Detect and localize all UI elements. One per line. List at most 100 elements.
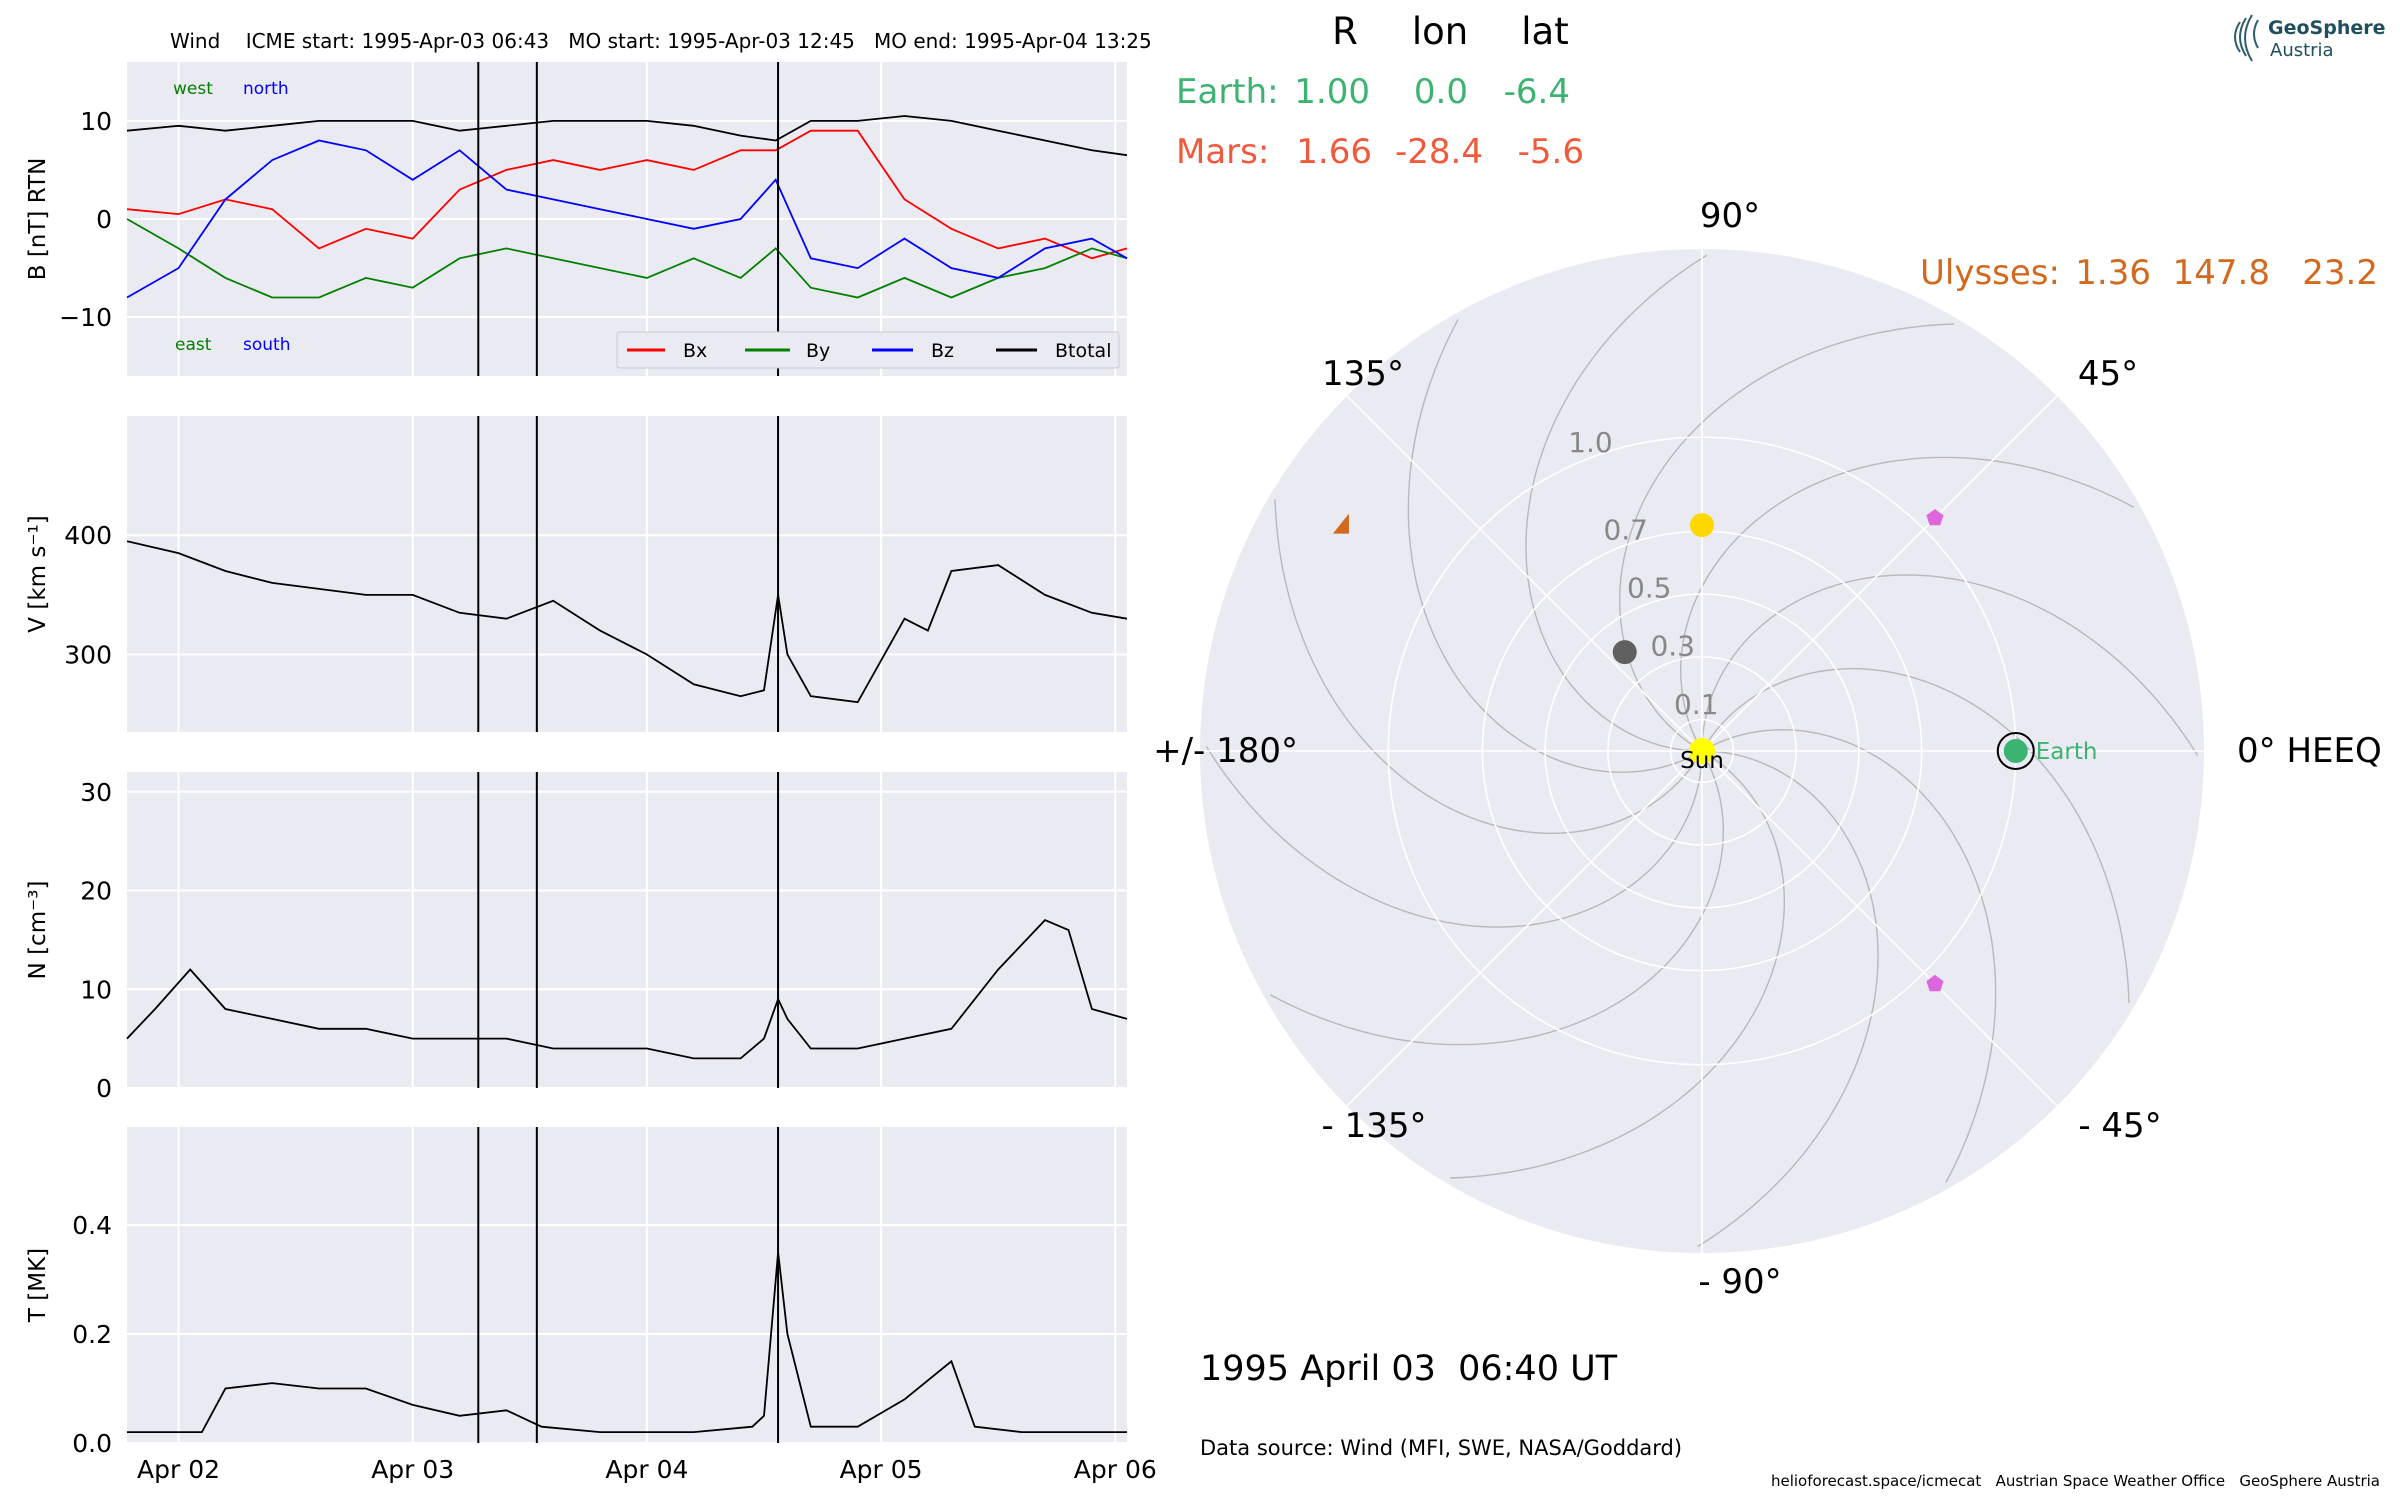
x-tick-label: Apr 03 xyxy=(371,1455,454,1484)
annotation-south: south xyxy=(243,335,290,355)
polar-radial-line xyxy=(1346,395,1703,752)
parker-spiral xyxy=(1407,319,1703,774)
parker-spiral xyxy=(1270,750,1725,1046)
plot-header: Wind ICME start: 1995-Apr-03 06:43 MO st… xyxy=(170,29,1152,53)
y-ticks: 10 0 −10 400 300 30 20 10 0 0.4 0.2 0.0 xyxy=(59,107,112,1458)
angle-label-135: 135° xyxy=(1322,354,1404,394)
col-header-lon: lon xyxy=(1412,10,1468,53)
ylabel-t: T [MK] xyxy=(25,1248,51,1323)
ylabel-b: B [nT] RTN xyxy=(25,158,51,281)
ulysses-r: 1.36 xyxy=(2075,253,2151,293)
ulysses-lat: 23.2 xyxy=(2302,253,2378,293)
sun-label: Sun xyxy=(1680,748,1724,774)
y-tick-label: 30 xyxy=(80,778,112,807)
polar-radius-circle xyxy=(1544,593,1860,909)
col-header-r: R xyxy=(1332,10,1358,53)
spacecraft-marker xyxy=(1926,974,1944,992)
polar-radius-label: 0.7 xyxy=(1603,513,1648,546)
legend-by: By xyxy=(806,340,830,362)
legend-bx: Bx xyxy=(683,340,707,362)
y-tick-label: 10 xyxy=(80,107,112,136)
series-layer xyxy=(126,115,1128,1433)
ulysses-marker xyxy=(1332,513,1349,534)
angle-label-minus135: - 135° xyxy=(1322,1106,1427,1146)
ylabel-n: N [cm⁻³] xyxy=(25,881,51,980)
y-tick-label: 0.2 xyxy=(72,1320,112,1349)
panel-v-bg xyxy=(127,416,1127,732)
earth-r: 1.00 xyxy=(1294,72,1370,112)
x-tick-label: Apr 06 xyxy=(1074,1455,1157,1484)
y-tick-label: 10 xyxy=(80,975,112,1004)
planet-marker xyxy=(1612,640,1637,665)
y-tick-label: 0.0 xyxy=(72,1429,112,1458)
polar-radius-label: 0.3 xyxy=(1650,630,1695,663)
x-tick-label: Apr 05 xyxy=(840,1455,923,1484)
y-tick-label: 0 xyxy=(96,1074,112,1103)
polar-radial-line xyxy=(1701,395,2058,752)
y-tick-label: 400 xyxy=(64,521,112,550)
earth-ring xyxy=(1996,732,2035,770)
x-tick-label: Apr 04 xyxy=(605,1455,688,1484)
parker-spiral xyxy=(1205,746,1703,928)
polar-radius-label: 1.0 xyxy=(1568,426,1613,459)
mars-name: Mars: xyxy=(1176,132,1269,172)
polar-radius-label: 0.5 xyxy=(1627,572,1672,605)
series-line-data xyxy=(126,919,1128,1060)
annotation-east: east xyxy=(175,335,212,355)
footer-date: 1995 April 03 06:40 UT xyxy=(1200,1349,1618,1389)
earth-lon: 0.0 xyxy=(1414,72,1468,112)
annotation-north: north xyxy=(243,79,289,99)
earth-marker xyxy=(2003,739,2028,763)
event-lines xyxy=(477,62,780,1443)
legend: Bx By Bz Btotal xyxy=(616,331,1120,369)
logo-line1: GeoSphere xyxy=(2268,17,2386,39)
earth-label: Earth xyxy=(2036,739,2098,765)
polar-radial-line xyxy=(1701,750,2058,1107)
mars-lat: -5.6 xyxy=(1518,132,1584,172)
parker-spiral xyxy=(1679,456,2134,752)
series-line-bz xyxy=(126,139,1128,299)
polar-objects: Earth Sun xyxy=(1332,509,2098,992)
series-line-by xyxy=(126,218,1128,299)
ylabel-v: V [km s⁻¹] xyxy=(25,515,51,632)
col-header-lat: lat xyxy=(1521,10,1568,53)
y-tick-label: 20 xyxy=(80,877,112,906)
parker-spiral xyxy=(1697,750,1879,1248)
x-ticks: Apr 02 Apr 03 Apr 04 Apr 05 Apr 06 xyxy=(137,1455,1157,1484)
angle-label-minus45: - 45° xyxy=(2078,1106,2161,1146)
series-line-data xyxy=(127,1252,1127,1433)
ulysses-lon: 147.8 xyxy=(2173,253,2270,293)
spacecraft-marker xyxy=(1926,509,1944,526)
y-tick-label: 0.4 xyxy=(72,1211,112,1240)
series-line-data xyxy=(126,540,1128,704)
polar-radial-line xyxy=(1346,750,1703,1107)
angle-label-minus90: - 90° xyxy=(1698,1262,1781,1302)
angle-label-90: 90° xyxy=(1700,196,1760,236)
polar-radius-label: 0.1 xyxy=(1674,688,1719,721)
logo-icon xyxy=(2234,14,2259,62)
angle-label-0: 0° HEEQ xyxy=(2237,731,2382,771)
series-line-btotal xyxy=(126,115,1128,157)
polar-radius-circle xyxy=(1669,718,1735,784)
y-tick-label: 0 xyxy=(96,205,112,234)
panel-t-bg xyxy=(127,1127,1127,1443)
x-tick-label: Apr 02 xyxy=(137,1455,220,1484)
planet-marker xyxy=(1690,513,1714,538)
footer-source: Data source: Wind (MFI, SWE, NASA/Goddar… xyxy=(1200,1436,1682,1460)
grid-lines xyxy=(127,62,1127,1444)
mars-lon: -28.4 xyxy=(1395,132,1483,172)
earth-lat: -6.4 xyxy=(1504,72,1570,112)
legend-btotal: Btotal xyxy=(1055,340,1111,362)
parker-spiral xyxy=(1701,728,1997,1183)
angle-label-45: 45° xyxy=(2078,354,2138,394)
y-tick-label: −10 xyxy=(59,303,112,332)
polar-radius-circle xyxy=(1607,656,1797,846)
earth-name: Earth: xyxy=(1176,72,1279,112)
geosphere-logo: GeoSphere Austria xyxy=(2234,14,2386,62)
y-tick-label: 300 xyxy=(64,640,112,669)
logo-line2: Austria xyxy=(2270,40,2334,61)
angle-label-180: +/- 180° xyxy=(1153,731,1298,771)
panel-n-bg xyxy=(127,772,1127,1088)
annotation-west: west xyxy=(173,79,213,99)
